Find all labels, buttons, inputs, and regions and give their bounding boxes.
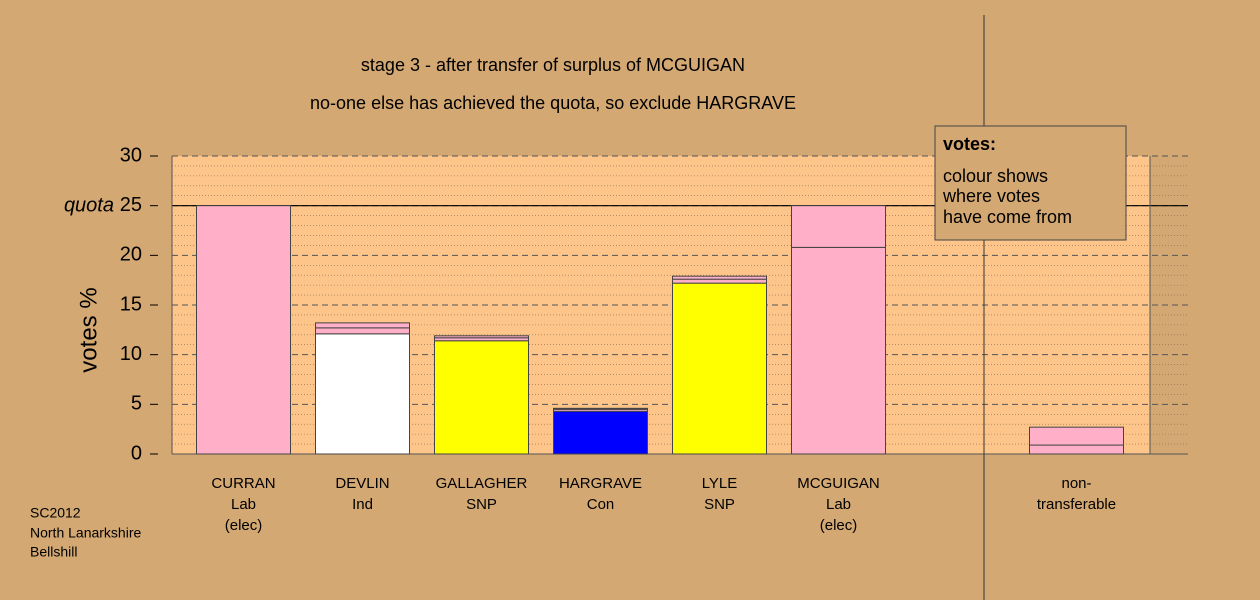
y-tick-label: 30: [120, 144, 142, 166]
bar-segment: [672, 282, 767, 455]
legend-line: colour shows: [943, 166, 1048, 186]
x-tick-label: HARGRAVE: [559, 475, 642, 492]
chart-title: stage 3 - after transfer of surplus of M…: [361, 55, 745, 75]
x-tick-label: Ind: [352, 496, 373, 513]
chart-subtitle: no-one else has achieved the quota, so e…: [310, 93, 796, 113]
quota-label: quota: [64, 194, 114, 216]
x-tick-label: (elec): [820, 517, 858, 534]
bar-segment: [434, 335, 529, 339]
x-tick-label: (elec): [225, 517, 263, 534]
x-tick-label: transferable: [1037, 496, 1116, 513]
x-tick-label: Lab: [826, 496, 851, 513]
x-tick-label: non-: [1061, 475, 1091, 492]
bar-segment: [791, 205, 886, 248]
x-tick-label: DEVLIN: [335, 475, 389, 492]
bar-segment: [672, 275, 767, 280]
y-tick-label: 10: [120, 343, 142, 365]
legend-line: have come from: [943, 207, 1072, 227]
bar-segment: [791, 246, 886, 455]
y-tick-label: 5: [131, 393, 142, 415]
footnote: Bellshill: [30, 544, 77, 560]
bar-segment: [553, 407, 648, 410]
bar-segment: [315, 322, 410, 329]
x-tick-label: MCGUIGAN: [797, 475, 880, 492]
y-tick-label: 15: [120, 293, 142, 315]
y-tick-label: 25: [120, 194, 142, 216]
bar-segment: [315, 327, 410, 335]
x-tick-label: LYLE: [702, 475, 738, 492]
bar-segment: [434, 340, 529, 455]
x-tick-label: SNP: [466, 496, 497, 513]
x-tick-label: CURRAN: [211, 475, 275, 492]
x-tick-label: Lab: [231, 496, 256, 513]
bar-segment: [1029, 444, 1124, 455]
legend-title: votes:: [943, 134, 996, 154]
x-tick-label: Con: [587, 496, 615, 513]
footnote: North Lanarkshire: [30, 525, 141, 541]
bar-segment: [672, 278, 767, 284]
x-tick-label: SNP: [704, 496, 735, 513]
legend-box: [934, 125, 1127, 241]
footnote: SC2012: [30, 505, 81, 521]
bar-segment: [553, 410, 648, 455]
bar-segment: [1029, 426, 1124, 446]
y-tick-label: 0: [131, 442, 142, 464]
bar-segment: [196, 205, 291, 455]
y-tick-label: 20: [120, 244, 142, 266]
legend-line: where votes: [942, 186, 1040, 206]
bar-segment: [315, 333, 410, 455]
y-axis-label: votes %: [75, 287, 102, 372]
x-tick-label: GALLAGHER: [436, 475, 528, 492]
